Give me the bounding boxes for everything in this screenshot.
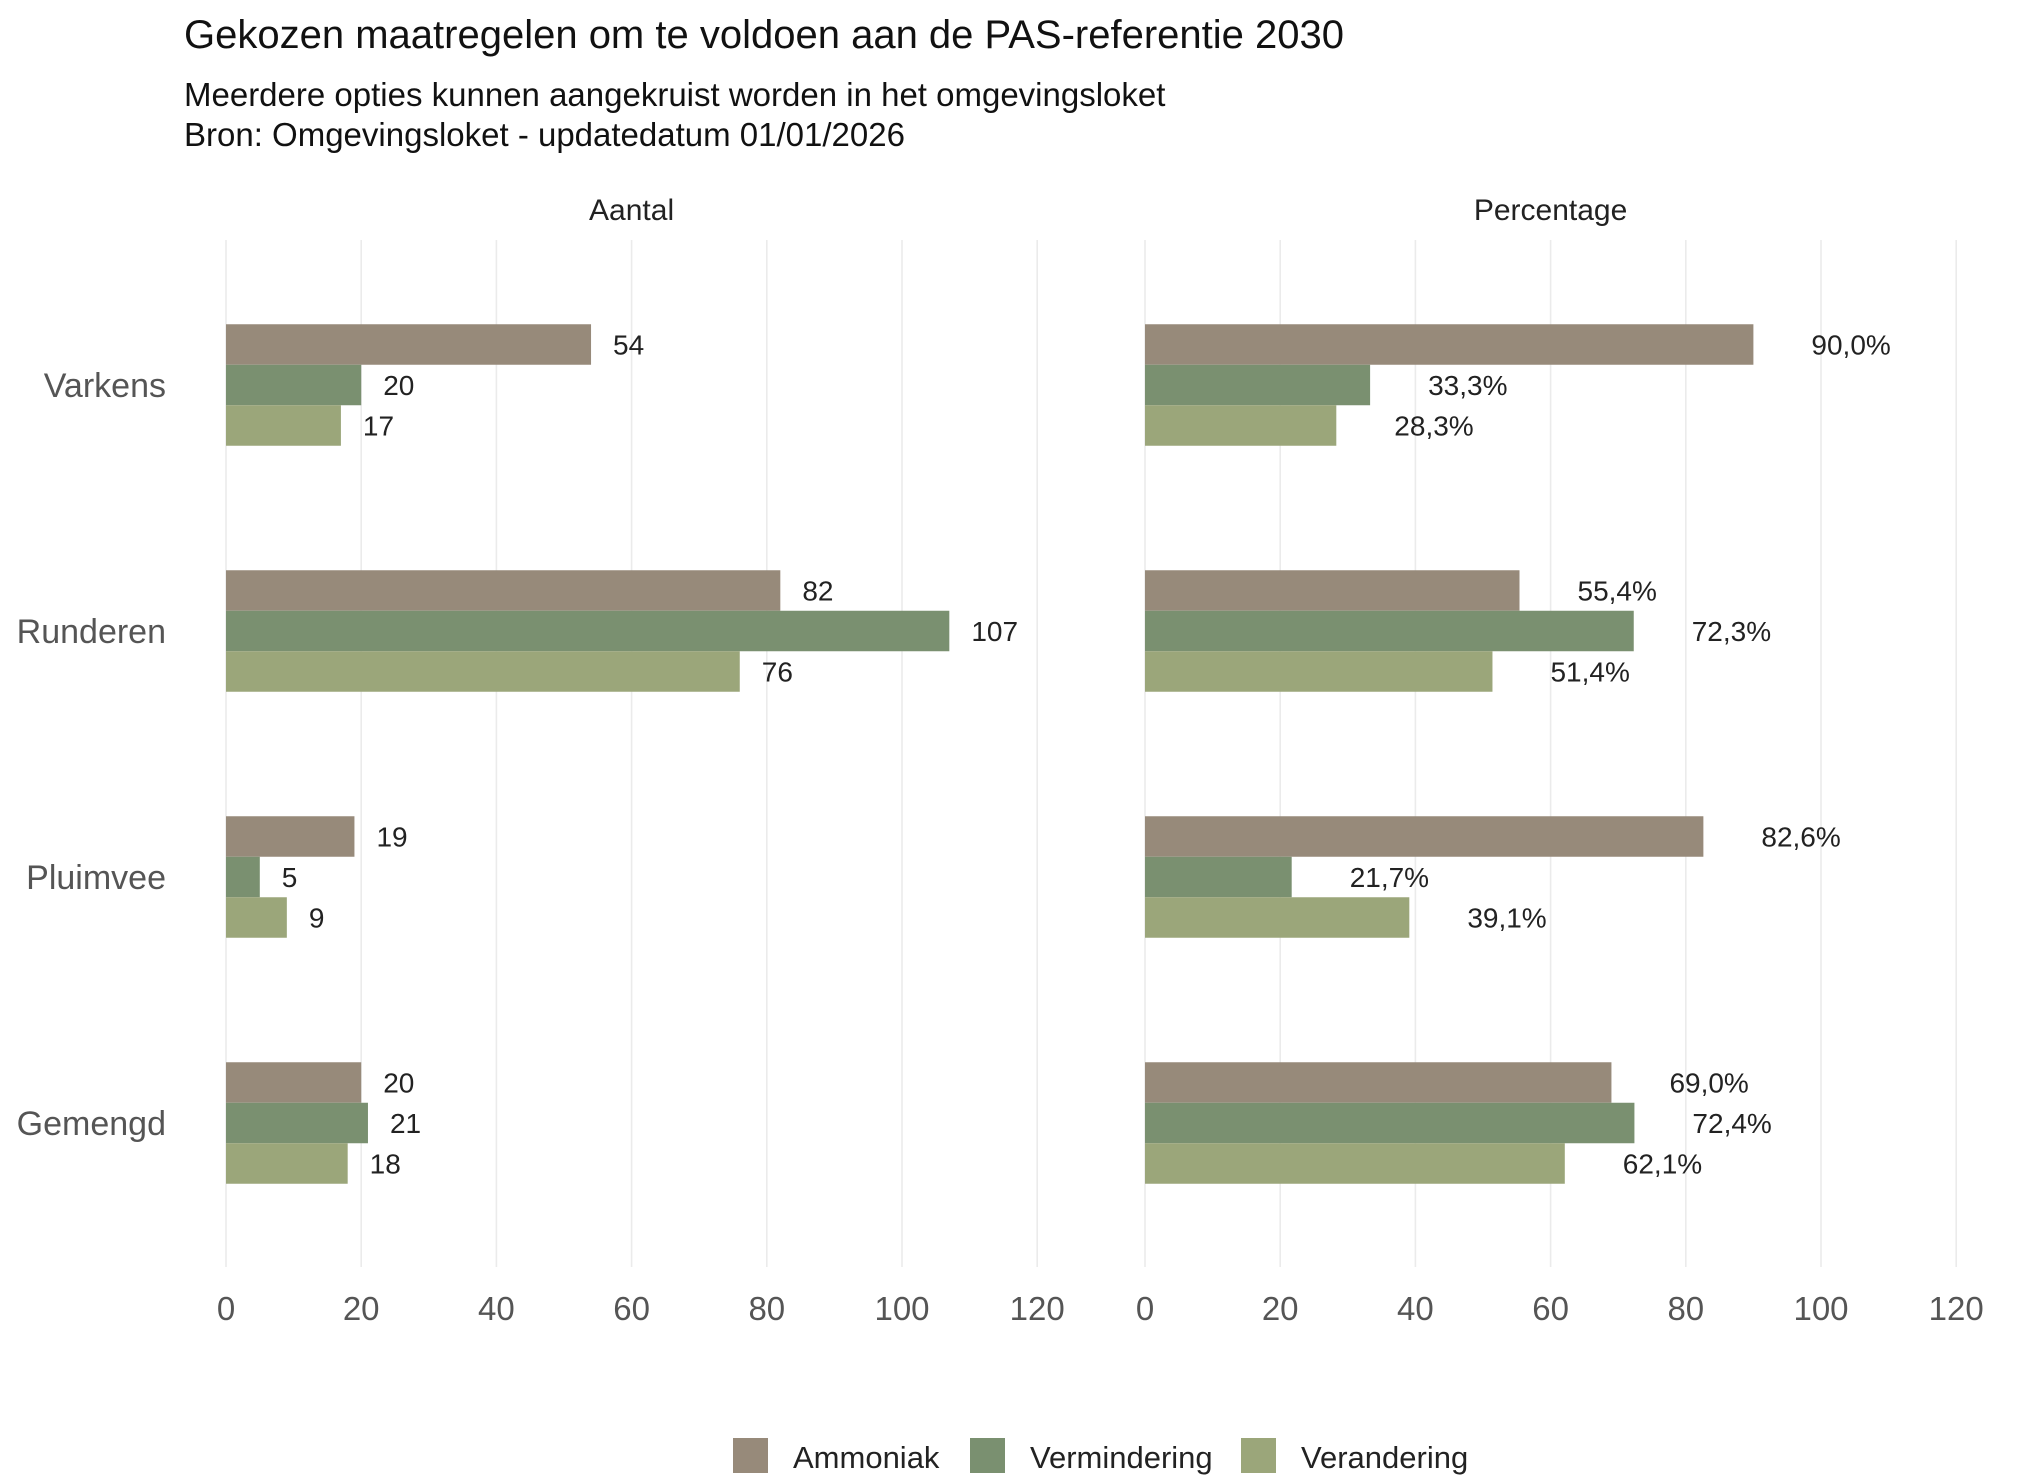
bar-ammoniak	[1145, 816, 1704, 857]
bar-verandering	[226, 897, 287, 938]
data-label: 21	[390, 1108, 421, 1139]
bar-vermindering	[1145, 610, 1634, 652]
data-label: 9	[309, 903, 325, 934]
data-label: 90,0%	[1811, 330, 1890, 361]
bar-ammoniak	[1145, 1062, 1612, 1103]
data-label: 17	[363, 411, 394, 442]
bar-ammoniak	[1145, 570, 1520, 611]
data-label: 20	[383, 370, 414, 401]
y-category-label: Runderen	[17, 613, 166, 651]
x-tick-label: 20	[343, 1290, 380, 1327]
bar-vermindering	[1145, 1102, 1635, 1144]
legend-swatch-ammoniak	[733, 1438, 768, 1473]
x-tick-label: 60	[1532, 1290, 1569, 1327]
bar-verandering	[1145, 405, 1337, 446]
bar-verandering	[226, 405, 341, 446]
data-label: 33,3%	[1428, 370, 1507, 401]
legend-swatch-verandering	[1241, 1438, 1276, 1473]
data-label: 72,3%	[1692, 616, 1771, 647]
chart-title: Gekozen maatregelen om te voldoen aan de…	[184, 13, 1344, 57]
x-tick-label: 0	[1136, 1290, 1154, 1327]
bar-ammoniak	[226, 324, 592, 365]
x-tick-label: 120	[1929, 1290, 1984, 1327]
data-label: 54	[613, 330, 644, 361]
bar-verandering	[226, 651, 740, 692]
bar-ammoniak	[1145, 324, 1754, 365]
x-tick-label: 40	[478, 1290, 515, 1327]
bar-vermindering	[226, 364, 362, 406]
legend-label: Verandering	[1301, 1440, 1468, 1475]
x-tick-label: 80	[748, 1290, 785, 1327]
panel-title: Aantal	[589, 194, 674, 227]
chart-subtitle-line-2: Bron: Omgevingsloket - updatedatum 01/01…	[184, 116, 905, 153]
data-label: 19	[376, 822, 407, 853]
data-label: 51,4%	[1550, 657, 1629, 688]
bar-ammoniak	[226, 570, 781, 611]
x-tick-label: 80	[1667, 1290, 1704, 1327]
panel-title: Percentage	[1474, 194, 1627, 227]
data-label: 82	[802, 576, 833, 607]
data-label: 39,1%	[1467, 903, 1546, 934]
bar-verandering	[1145, 1143, 1565, 1184]
bar-vermindering	[226, 856, 260, 898]
legend-label: Ammoniak	[793, 1440, 940, 1475]
bar-vermindering	[1145, 364, 1371, 406]
bar-vermindering	[1145, 856, 1292, 898]
data-label: 62,1%	[1623, 1149, 1702, 1180]
bar-vermindering	[226, 1102, 368, 1144]
data-label: 5	[282, 862, 298, 893]
data-label: 69,0%	[1669, 1068, 1748, 1099]
data-label: 18	[370, 1149, 401, 1180]
x-tick-label: 40	[1397, 1290, 1434, 1327]
bar-verandering	[1145, 897, 1410, 938]
x-tick-label: 60	[613, 1290, 650, 1327]
data-label: 28,3%	[1394, 411, 1473, 442]
y-category-label: Varkens	[44, 367, 166, 405]
bar-verandering	[1145, 651, 1493, 692]
data-label: 55,4%	[1578, 576, 1657, 607]
x-tick-label: 120	[1010, 1290, 1065, 1327]
x-tick-label: 20	[1262, 1290, 1299, 1327]
data-label: 76	[762, 657, 793, 688]
y-category-label: Pluimvee	[26, 859, 166, 897]
x-tick-label: 0	[217, 1290, 235, 1327]
data-label: 20	[383, 1068, 414, 1099]
bar-ammoniak	[226, 816, 355, 857]
data-label: 82,6%	[1761, 822, 1840, 853]
data-label: 21,7%	[1350, 862, 1429, 893]
x-tick-label: 100	[1793, 1290, 1848, 1327]
data-label: 72,4%	[1692, 1108, 1771, 1139]
bar-verandering	[226, 1143, 348, 1184]
legend-swatch-vermindering	[970, 1438, 1005, 1473]
chart-subtitle-line-1: Meerdere opties kunnen aangekruist worde…	[184, 76, 1165, 113]
bar-vermindering	[226, 610, 950, 652]
y-category-label: Gemengd	[17, 1105, 166, 1143]
data-label: 107	[971, 616, 1018, 647]
legend-label: Vermindering	[1030, 1440, 1213, 1475]
x-tick-label: 100	[874, 1290, 929, 1327]
bar-ammoniak	[226, 1062, 362, 1103]
